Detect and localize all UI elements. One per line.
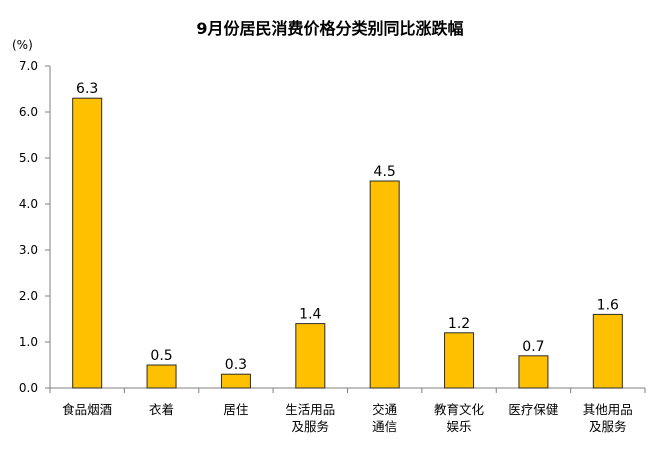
- bar: [146, 364, 177, 389]
- y-tick-label: 0.0: [19, 381, 38, 395]
- bars: [72, 97, 623, 389]
- y-tick-label: 1.0: [19, 335, 38, 349]
- x-tick-label: 居住: [223, 402, 249, 417]
- x-tick-label: 食品烟酒: [62, 402, 112, 417]
- y-tick-label: 3.0: [19, 243, 38, 257]
- y-tick-label: 7.0: [19, 59, 38, 73]
- data-label: 0.3: [225, 357, 247, 373]
- bar: [592, 313, 623, 389]
- x-tick-label: 教育文化娱乐: [434, 402, 485, 434]
- data-label: 4.5: [374, 164, 396, 180]
- x-tick-labels: 食品烟酒 衣着 居住 生活用品及服务 交通通信 教育文化娱乐 医疗保健 其他用品及服务: [62, 402, 633, 434]
- bar: [518, 355, 549, 389]
- x-tick-label: 其他用品及服务: [583, 402, 633, 434]
- x-tick-label: 交通通信: [372, 402, 398, 434]
- bar: [369, 180, 400, 389]
- data-label: 1.2: [448, 316, 470, 332]
- x-tick-label: 医疗保健: [508, 402, 559, 417]
- y-tick-label: 5.0: [19, 151, 38, 165]
- data-label: 1.6: [597, 297, 619, 313]
- y-unit-label: (%): [12, 38, 33, 52]
- bar: [72, 97, 103, 389]
- bar: [220, 373, 251, 389]
- data-label: 0.5: [150, 348, 172, 364]
- data-labels: 6.3 0.5 0.3 1.4 4.5 1.2 0.7 1.6: [76, 81, 619, 373]
- data-label: 0.7: [522, 339, 544, 355]
- bar: [295, 323, 326, 389]
- x-tick-label: 生活用品及服务: [285, 402, 335, 434]
- data-label: 1.4: [299, 307, 321, 323]
- y-tick-label: 2.0: [19, 289, 38, 303]
- bar: [444, 332, 475, 389]
- y-tick-label: 6.0: [19, 105, 38, 119]
- chart-title: 9月份居民消费价格分类别同比涨跌幅: [196, 19, 463, 38]
- x-axis: [49, 387, 646, 393]
- y-axis: 0.0 1.0 2.0 3.0 4.0 5.0 6.0 7.0: [19, 59, 51, 395]
- x-tick-label: 衣着: [149, 402, 174, 417]
- y-tick-label: 4.0: [19, 197, 38, 211]
- data-label: 6.3: [76, 81, 98, 97]
